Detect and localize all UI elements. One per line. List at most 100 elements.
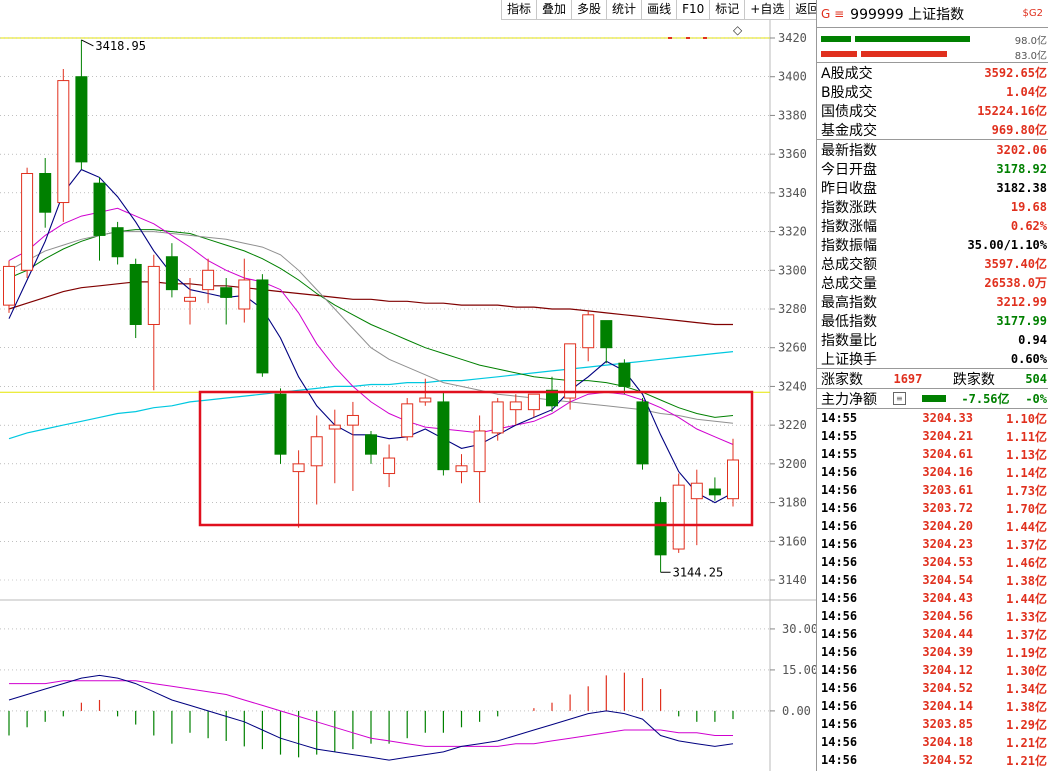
stat-value: 3597.40亿 (984, 257, 1047, 271)
toolbar-button-overlay[interactable]: 叠加 (536, 0, 571, 19)
candle-body (256, 279, 269, 374)
candle-body (708, 488, 721, 496)
net-flow-bar (921, 395, 946, 402)
tick-price: 3204.54 (922, 573, 973, 587)
tick-amount: 1.37亿 (1006, 627, 1047, 642)
tick-row: 14:56 3204.54 1.38亿 (817, 571, 1048, 589)
tick-amount: 1.29亿 (1006, 717, 1047, 732)
toolbar-button-draw-line[interactable]: 画线 (641, 0, 676, 19)
tick-time: 14:56 (821, 645, 858, 659)
tick-row: 14:56 3204.52 1.34亿 (817, 679, 1048, 697)
tick-amount: 1.13亿 (1006, 447, 1047, 462)
stat-label: 最新指数 (821, 142, 877, 159)
tick-row: 14:56 3204.18 1.21亿 (817, 733, 1048, 751)
highlight-box (198, 390, 754, 527)
tick-time: 14:56 (821, 663, 858, 677)
stat-row: 指数振幅 35.00/1.10% (817, 235, 1048, 254)
advance-value: 1697 (893, 371, 923, 386)
tick-row: 14:56 3204.44 1.37亿 (817, 625, 1048, 643)
tick-amount: 1.44亿 (1006, 591, 1047, 606)
turnover-label: 国债成交 (821, 103, 877, 120)
net-flow-pct: -0% (1025, 391, 1047, 406)
toolbar-button-f10[interactable]: F10 (676, 0, 709, 19)
candle-body (202, 269, 215, 291)
y-tick-label: 3420 (778, 31, 807, 45)
tick-amount: 1.21亿 (1006, 735, 1047, 750)
tick-time: 14:56 (821, 627, 858, 641)
y-tick-label: 3200 (778, 457, 807, 471)
high-pointer (81, 39, 94, 47)
sg-label: $G2 (1022, 8, 1043, 19)
tick-row: 14:55 3204.61 1.13亿 (817, 445, 1048, 463)
toolbar-button-back[interactable]: 返回 (789, 0, 816, 19)
tick-amount: 1.46亿 (1006, 555, 1047, 570)
candle-body (491, 401, 504, 434)
stat-label: 指数振幅 (821, 237, 877, 254)
bar-top-a (821, 36, 851, 42)
toolbar-button-add-watchlist[interactable]: +自选 (744, 0, 789, 19)
kline-chart-area[interactable]: 3420 3400 3380 3360 3340 3320 3300 3280 3260 3240… (0, 0, 816, 771)
stat-row: 指数涨跌 19.68 (817, 197, 1048, 216)
stat-row: 最高指数 3212.99 (817, 292, 1048, 311)
toolbar-button-statistics[interactable]: 统计 (606, 0, 641, 19)
tick-price: 3203.72 (922, 501, 973, 515)
turnover-value: 15224.16亿 (977, 104, 1047, 118)
candle-body (419, 397, 432, 403)
tick-amount: 1.70亿 (1006, 501, 1047, 516)
turnover-section: A股成交 3592.65亿 B股成交 1.04亿 国债成交 15224.16亿 基金成交 96… (817, 63, 1048, 140)
turnover-row: 基金成交 969.80亿 (817, 120, 1048, 139)
toolbar-button-multi-stock[interactable]: 多股 (571, 0, 606, 19)
candle-body (328, 424, 341, 430)
net-flow-icon[interactable]: ≡ (892, 392, 906, 405)
candle-body (3, 265, 15, 306)
tick-list[interactable]: 14:55 3204.33 1.10亿 14:55 3204.21 1.11亿 14:55 3… (817, 409, 1048, 769)
stat-row: 上证换手 0.60% (817, 349, 1048, 368)
tick-price: 3204.44 (922, 627, 973, 641)
diamond-icon[interactable]: ◇ (733, 23, 743, 37)
advance-decline-row: 涨家数 1697 跌家数 504 (817, 369, 1048, 389)
decline-value: 504 (1025, 371, 1047, 386)
y-tick-label: 3340 (778, 186, 807, 200)
tick-price: 3204.23 (922, 537, 973, 551)
candle-body (310, 436, 323, 467)
tick-amount: 1.38亿 (1006, 699, 1047, 714)
tick-amount: 1.11亿 (1006, 429, 1047, 444)
candle-body (274, 393, 287, 455)
stock-title: 999999 上证指数 (850, 6, 965, 23)
tick-amount: 1.21亿 (1006, 753, 1047, 768)
stats-section: 最新指数 3202.06 今日开盘 3178.92 昨日收盘 3182.38 指数涨跌 19.… (817, 140, 1048, 369)
net-flow-value: -7.56亿 (961, 392, 1010, 406)
tick-time: 14:56 (821, 717, 858, 731)
ma60-line (8, 281, 733, 326)
tick-time: 14:56 (821, 573, 858, 587)
tick-row: 14:56 3204.23 1.37亿 (817, 535, 1048, 553)
net-flow-label: 主力净额 (821, 391, 877, 408)
stat-label: 今日开盘 (821, 161, 877, 178)
kline-chart[interactable]: 3420 3400 3380 3360 3340 3320 3300 3280 3260 3240… (0, 0, 816, 771)
stat-row: 最新指数 3202.06 (817, 140, 1048, 159)
candle-body (600, 320, 613, 349)
candle-body (57, 80, 70, 204)
stat-label: 指数涨幅 (821, 218, 877, 235)
toolbar-button-mark[interactable]: 标记 (709, 0, 744, 19)
toolbar-button-indicator[interactable]: 指标 (501, 0, 536, 19)
tick-amount: 1.14亿 (1006, 465, 1047, 480)
stat-value: 3202.06 (996, 142, 1047, 157)
tick-amount: 1.38亿 (1006, 573, 1047, 588)
tick-price: 3204.12 (922, 663, 973, 677)
tick-row: 14:56 3204.56 1.33亿 (817, 607, 1048, 625)
stat-value: 3182.38 (996, 180, 1047, 195)
turnover-value: 969.80亿 (991, 123, 1047, 137)
tick-row: 14:56 3204.52 1.21亿 (817, 751, 1048, 769)
candle-body (437, 401, 450, 471)
bar-bottom-b (861, 51, 947, 57)
candle-body (672, 484, 685, 550)
macd-tick-label: 30.00 (782, 622, 816, 636)
stat-label: 指数涨跌 (821, 199, 877, 216)
tick-time: 14:56 (821, 519, 858, 533)
stat-value: 3177.99 (996, 313, 1047, 328)
tick-amount: 1.33亿 (1006, 609, 1047, 624)
tick-amount: 1.34亿 (1006, 681, 1047, 696)
stat-row: 总成交量 26538.0万 (817, 273, 1048, 292)
advance-label: 涨家数 (821, 371, 863, 388)
